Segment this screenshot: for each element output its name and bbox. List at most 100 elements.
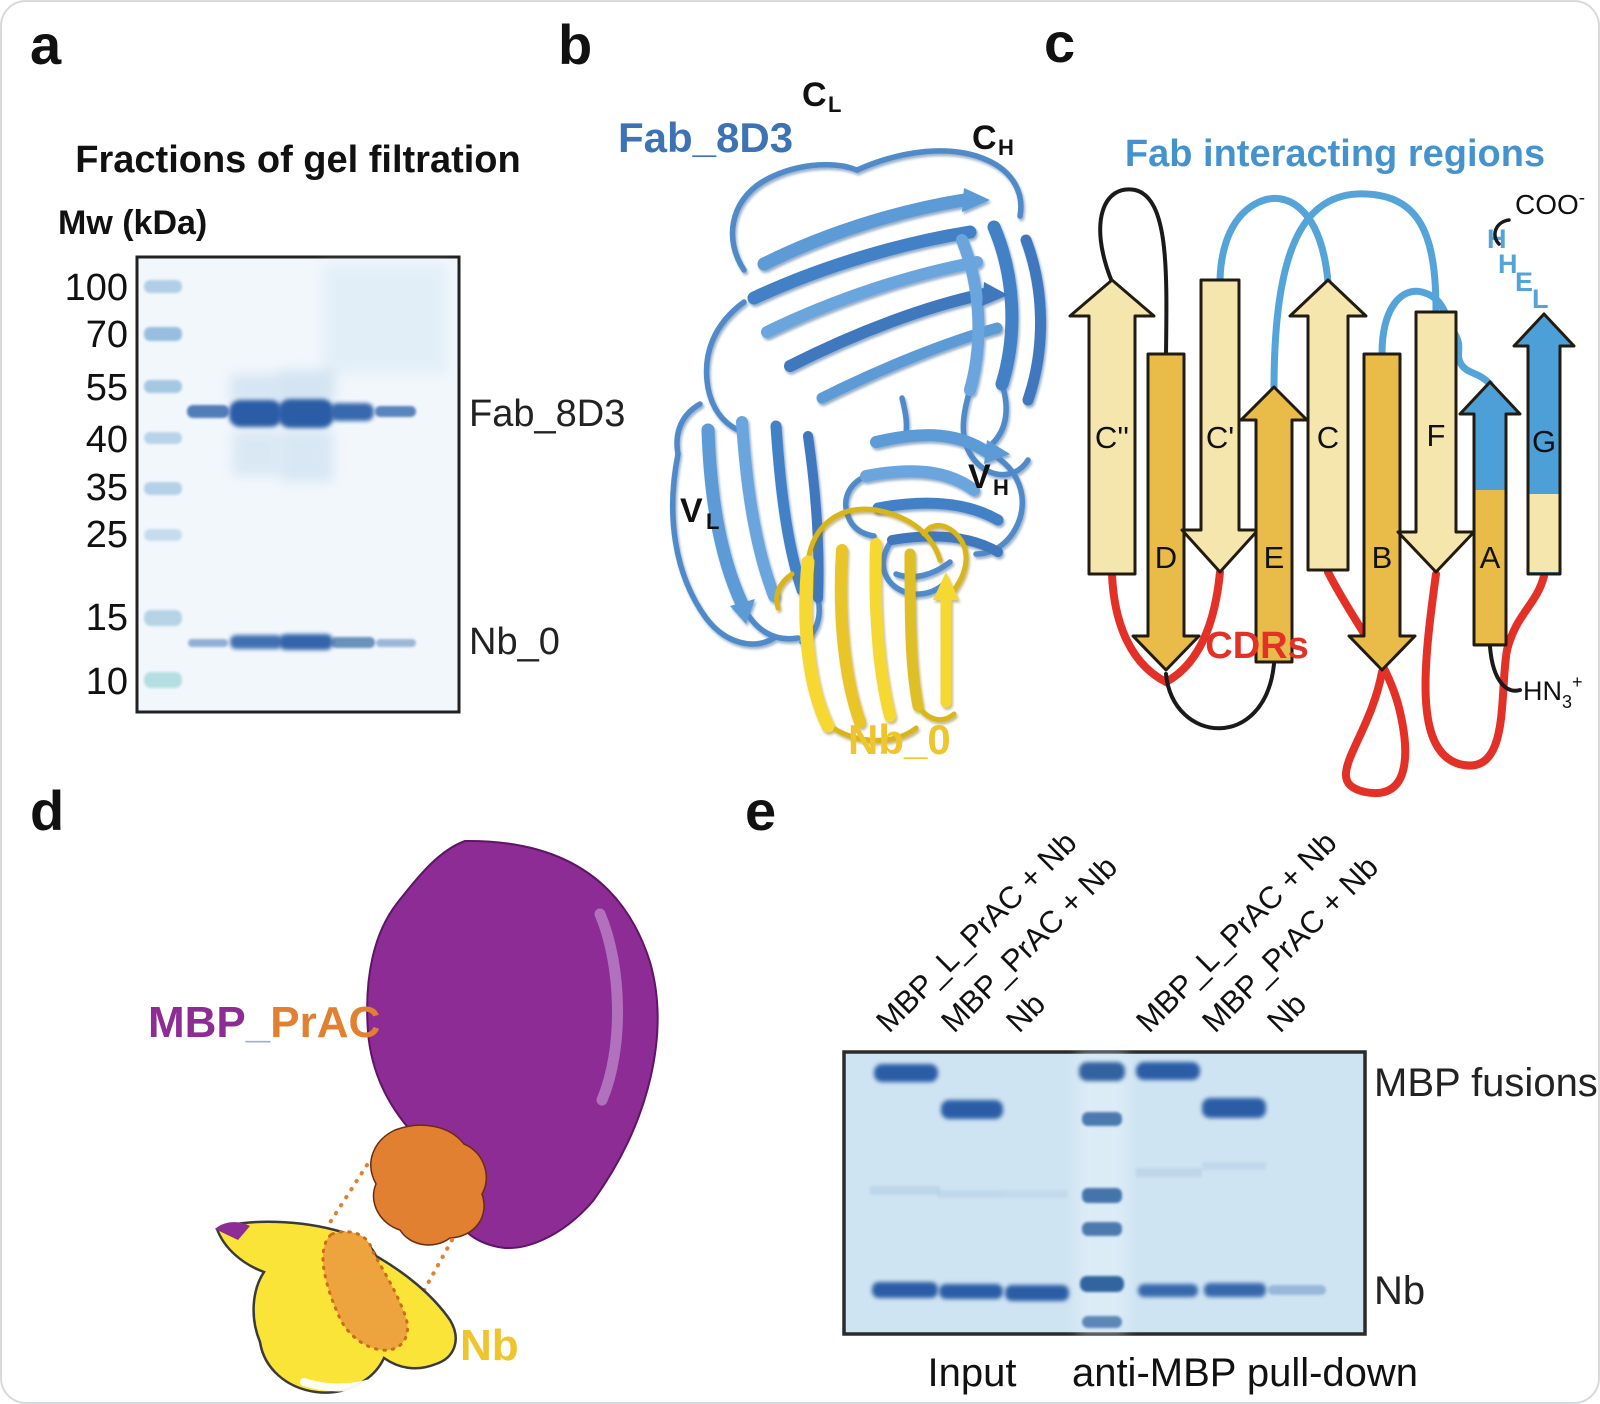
loop-red-f-g xyxy=(1421,570,1548,770)
ladder-band xyxy=(144,672,182,688)
nb-structure-label: Nb_0 xyxy=(848,716,951,763)
ladder-band xyxy=(144,432,182,444)
strand-g-shape xyxy=(1512,312,1576,576)
panel-d: d MBP_PrAC Nb xyxy=(30,779,659,1394)
ribbon-loop xyxy=(674,401,703,457)
gel-band xyxy=(188,639,228,647)
domain-sub: H xyxy=(993,475,1009,500)
gel-band xyxy=(330,403,374,421)
gel-band xyxy=(874,1064,938,1082)
ribbon-strand xyxy=(956,234,985,396)
ribbon-loop xyxy=(893,559,953,580)
mw-tick: 40 xyxy=(86,419,128,461)
ladder-band xyxy=(144,327,182,341)
strand-c xyxy=(1288,278,1368,572)
hinge-letter: H xyxy=(1498,249,1518,279)
strand-label: G xyxy=(1532,424,1556,459)
gel-band xyxy=(872,1282,938,1298)
ribbon-loop xyxy=(805,506,943,565)
loop-black-n-term xyxy=(1488,645,1522,693)
n-term-sup: + xyxy=(1572,672,1583,692)
panel-a-title: Fractions of gel filtration xyxy=(75,139,520,181)
gel-band xyxy=(279,370,335,404)
gel-smear xyxy=(938,1190,1004,1198)
ladder-band xyxy=(144,482,182,495)
strand-label: C' xyxy=(1206,420,1234,455)
panel-e: e MBP_L_PrAC + Nb MBP_PrAC + Nb Nb MBP_L… xyxy=(745,779,1598,1395)
panel-d-letter: d xyxy=(30,779,64,842)
ribbon-loop xyxy=(825,721,919,743)
ribbon-strand xyxy=(770,420,808,596)
c-terminus-label: COO- xyxy=(1515,188,1585,220)
nb-blob-purple-tip xyxy=(215,1222,250,1240)
gel-band xyxy=(1136,1062,1200,1080)
gel-band xyxy=(331,637,375,648)
gel-smear xyxy=(1136,1168,1202,1177)
gel-a-fab-bands xyxy=(187,370,416,482)
domain-label-vl: V L xyxy=(680,492,719,534)
mw-tick: 70 xyxy=(86,314,128,356)
domain-label-ch: C H xyxy=(972,119,1014,160)
gel-smear xyxy=(1202,1162,1266,1170)
strand-g xyxy=(1512,312,1576,576)
mw-tick: 100 xyxy=(65,267,128,309)
strand-label: B xyxy=(1372,540,1393,575)
ribbon-strand xyxy=(834,544,866,728)
ribbon-arrowhead xyxy=(933,572,959,600)
fusion-label-prac: PrAC xyxy=(270,998,380,1047)
gel-e-ladder-bands xyxy=(1080,1112,1124,1328)
gel-e-smears xyxy=(870,1162,1266,1198)
gel-band xyxy=(375,406,416,417)
strand-label: C xyxy=(1317,420,1339,455)
mbp-fusions-label: MBP fusions xyxy=(1374,1061,1598,1105)
hinge-letters: H H E L xyxy=(1487,224,1549,314)
ribbon-strand xyxy=(799,555,835,733)
ribbon-strand xyxy=(860,465,980,496)
ribbon-loop xyxy=(843,473,877,539)
ribbon-arrowhead xyxy=(730,599,755,624)
ladder-band xyxy=(1080,1276,1124,1292)
c-term-hook xyxy=(1493,218,1511,246)
strand-g-cream-part xyxy=(1529,494,1559,572)
mw-tick: 15 xyxy=(86,597,128,639)
gel-band xyxy=(1138,1284,1198,1297)
loop-black-cpp-d xyxy=(1098,187,1169,356)
topology-strands xyxy=(1068,278,1576,672)
gel-band xyxy=(1079,1062,1125,1081)
ribbon-loop xyxy=(921,523,969,593)
ribbon-loop xyxy=(854,148,1024,219)
ribbon-strand xyxy=(987,220,1019,391)
panel-b: b xyxy=(558,13,1047,763)
fusion-label: MBP_PrAC xyxy=(148,998,380,1047)
ribbon-arrowhead xyxy=(982,282,1008,306)
strand-a-gold-part xyxy=(1475,490,1505,643)
ribbon-loop xyxy=(960,387,1031,478)
ribbon-arrowhead xyxy=(984,440,1010,464)
strand-cpp xyxy=(1068,278,1156,576)
ladder-band xyxy=(144,610,182,626)
lane-label: Nb xyxy=(1260,986,1313,1039)
lane-labels: MBP_L_PrAC + Nb MBP_PrAC + Nb Nb MBP_L_P… xyxy=(869,825,1385,1039)
band-label-nb: Nb_0 xyxy=(469,621,560,663)
epitope-dotted-line xyxy=(327,1163,369,1226)
loop-blue-e-f xyxy=(1270,190,1440,393)
ribbon-loop xyxy=(989,381,1009,447)
n-term-main: HN xyxy=(1523,676,1562,706)
domain-base: V xyxy=(968,458,991,496)
gel-a-ladder xyxy=(144,280,182,688)
panel-c: c Fab interacting regions xyxy=(1044,11,1585,798)
gel-smear xyxy=(870,1186,940,1195)
panel-a-letter: a xyxy=(30,13,62,76)
ribbon-strand xyxy=(761,256,983,338)
gel-band xyxy=(229,400,282,427)
lane-label: Nb xyxy=(999,986,1052,1039)
gel-band xyxy=(230,635,282,649)
strand-a xyxy=(1458,380,1522,647)
ribbon-strand xyxy=(1020,234,1047,406)
mbp-blob-highlight xyxy=(594,908,623,1106)
mw-tick: 10 xyxy=(86,661,128,703)
domain-sub: L xyxy=(828,92,841,117)
fab-ribbon xyxy=(669,148,1047,647)
fusion-label-mbp: MBP xyxy=(148,998,246,1047)
ribbon-loop xyxy=(729,161,860,273)
